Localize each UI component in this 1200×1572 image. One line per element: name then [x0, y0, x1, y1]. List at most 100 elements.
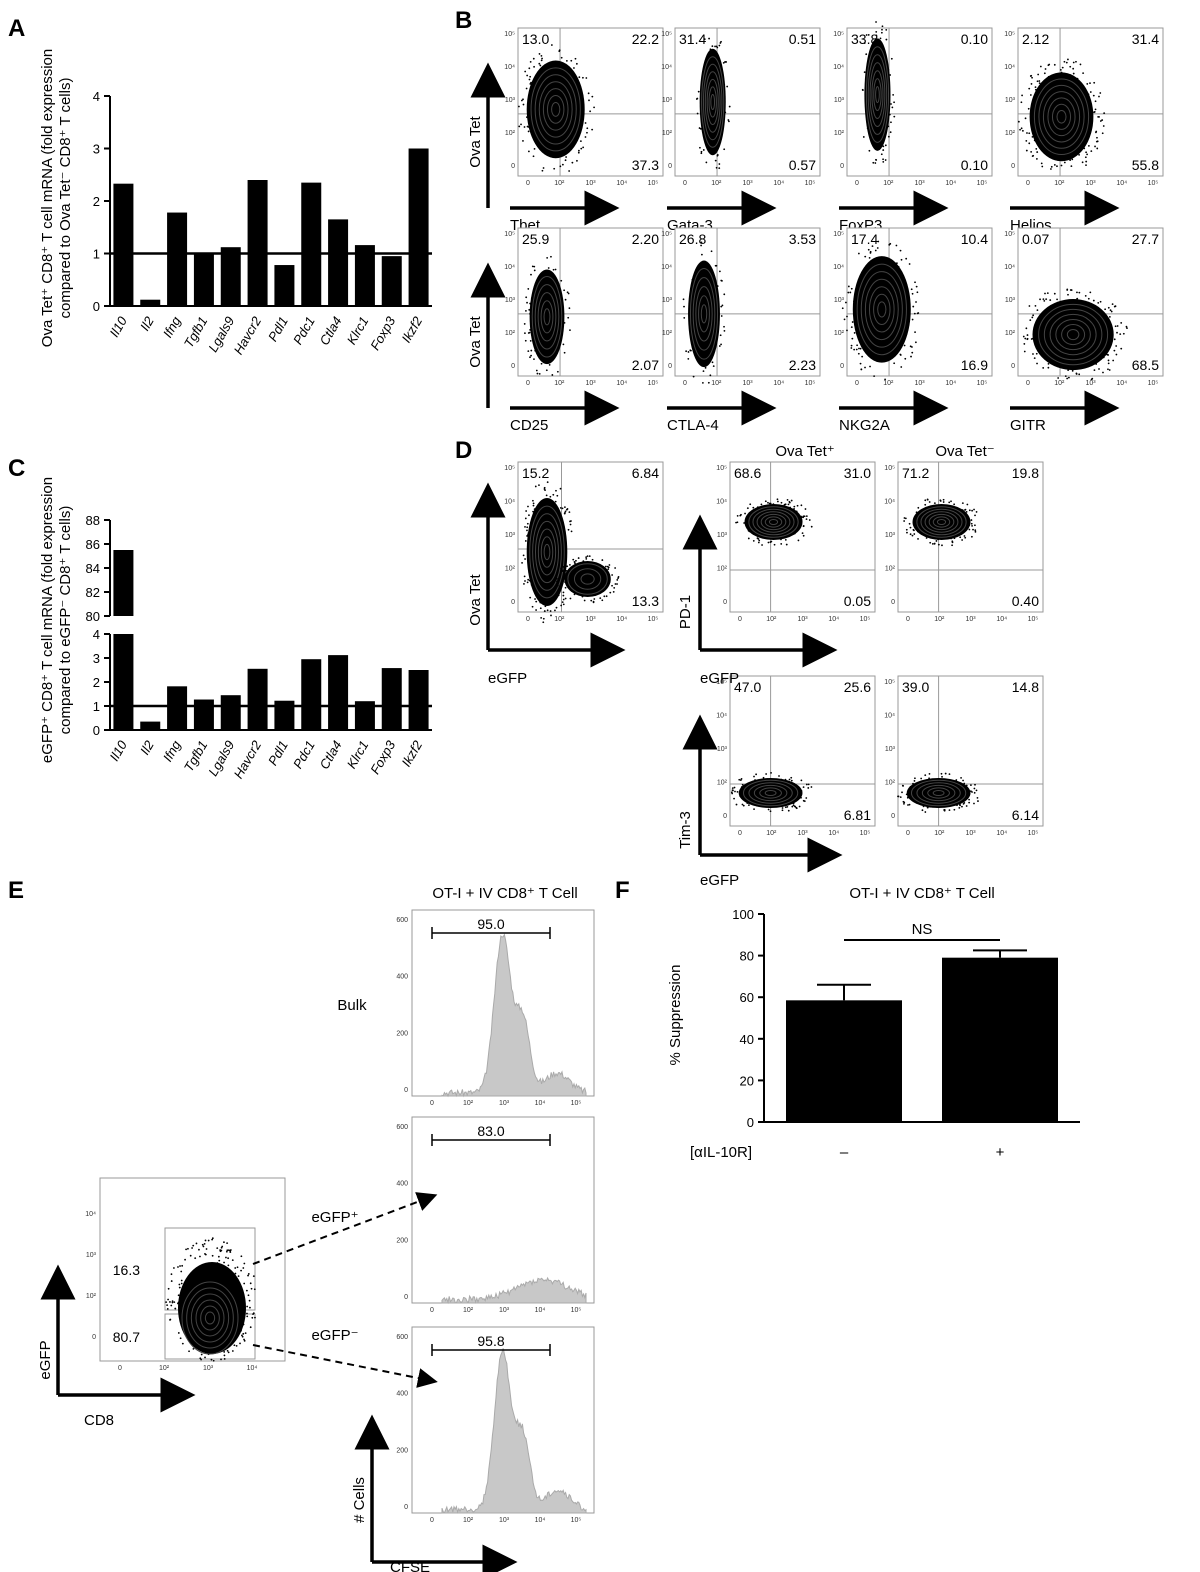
panel-b-plot-y-tick: 10²	[834, 130, 845, 137]
panel-b-plot-event	[563, 351, 566, 354]
panel-b-plot-x-tick: 10³	[585, 180, 596, 187]
panel-b-plot-x-tick: 10³	[1085, 380, 1096, 387]
panel-d-main-plot-event	[531, 605, 534, 608]
panel-b-plot-event	[580, 147, 583, 150]
panel-d-main-plot-event	[549, 610, 552, 612]
panel-b-plot-event	[687, 351, 690, 353]
panel-b-plot-event	[1095, 130, 1098, 133]
panel-d-main-plot-event	[562, 598, 565, 601]
panel-b-plot-event	[1044, 68, 1047, 70]
panel-d-pd1-plot-event	[953, 503, 956, 506]
panel-d-main-plot-contour	[537, 528, 557, 576]
panel-d-main-plot-event	[554, 609, 556, 612]
panel-b-plot-event	[683, 305, 685, 308]
panel-b-plot-event	[1025, 327, 1028, 330]
panel-e-scatter-event	[204, 1252, 206, 1255]
panel-d-pd1-plot-event	[950, 500, 952, 503]
panel-e-scatter-event	[201, 1243, 204, 1246]
panel-e-x-tick: 10³	[499, 1100, 510, 1107]
panel-d-pd1-plot-event	[974, 529, 977, 532]
panel-b-plot-event	[564, 298, 567, 301]
panel-b-plot-event	[550, 255, 552, 258]
panel-e-scatter-event	[177, 1332, 180, 1334]
panel-d-pd1-plot-event	[768, 502, 771, 505]
panel-e-scatter-event	[180, 1282, 183, 1285]
panel-e-gate-upper-value: 16.3	[113, 1262, 140, 1278]
panel-b-plot-event	[882, 158, 884, 161]
panel-b-plot-x-tick: 10⁵	[1148, 380, 1159, 387]
panel-b-plot-event	[863, 71, 866, 74]
panel-b-plot-event	[1085, 160, 1088, 163]
panel-b-plot-event	[880, 153, 883, 156]
panel-b-plot-y-tick: 10⁵	[833, 31, 844, 38]
panel-d-tim3-plot-event	[739, 779, 742, 781]
panel-d-main-plot-event	[577, 557, 580, 559]
panel-d-tim3-plot-event	[781, 809, 784, 812]
panel-b-plot-event	[1112, 359, 1115, 362]
panel-b-plot-event	[1081, 161, 1084, 164]
panel-b-plot-x-tick: 0	[1026, 180, 1030, 187]
panel-e-scatter-event	[250, 1287, 253, 1290]
panel-d-main-plot-quadrant-ur: 6.84	[632, 465, 659, 481]
panel-b-plot-quadrant-ur: 10.4	[961, 231, 988, 247]
panel-b-marker-label: NKG2A	[839, 417, 890, 434]
panel-b-plot-event	[518, 125, 521, 128]
panel-b-plot-y-tick: 0	[668, 363, 672, 370]
panel-e-scatter-event	[191, 1247, 193, 1249]
panel-b-plot-event	[683, 316, 686, 319]
panel-d-tim3-plot-x-tick: 10²	[934, 830, 945, 837]
panel-d-tim3-plot-event	[902, 784, 905, 787]
panel-d-tim3-plot-quadrant-lr: 6.81	[844, 807, 871, 823]
panel-d-tim3-plot-x-tick: 0	[738, 830, 742, 837]
panel-b-plot-event	[530, 354, 532, 357]
panel-d-tim3-plot-event	[792, 804, 795, 807]
panel-b-plot-event	[890, 57, 893, 60]
panel-b-plot-event	[1056, 298, 1058, 301]
panel-b-plot-contour	[698, 295, 710, 333]
panel-b-yaxis-label: Ova Tet	[467, 315, 484, 367]
panel-b-plot-contour	[534, 74, 577, 145]
panel-b-plot-event	[914, 341, 917, 344]
panel-d-pd1-plot-x-tick: 10³	[965, 616, 976, 623]
panel-b-plot-event	[526, 74, 529, 77]
panel-b-plot-y-tick: 10⁴	[833, 264, 844, 271]
panel-b-plot-event	[687, 357, 690, 360]
chart-a-bar	[113, 183, 134, 306]
chart-c-tick-label: 3	[93, 651, 100, 666]
panel-e-row-egfp-pos: eGFP⁺	[311, 1209, 358, 1226]
panel-d-pd1-plot-event	[939, 499, 942, 502]
chart-c-category-label: Pdc1	[290, 738, 318, 771]
panel-b-plot-event	[1043, 72, 1046, 75]
panel-d-pd1-plot-event	[959, 536, 962, 539]
panel-b-plot-contour	[877, 301, 887, 318]
chart-a-bar	[354, 245, 375, 306]
panel-d-tim3-yaxis-label: Tim-3	[677, 811, 694, 849]
panel-b-plot-event	[881, 28, 883, 31]
panel-e-scatter-event	[207, 1239, 210, 1242]
panel-b-plot-contour	[1061, 323, 1086, 346]
panel-d-tim3-plot-event	[975, 789, 978, 792]
panel-e-scatter-event	[180, 1279, 183, 1282]
panel-e-scatter-event	[204, 1356, 206, 1359]
panel-e-scatter-event	[240, 1255, 243, 1258]
panel-e-scatter-event	[243, 1339, 246, 1342]
panel-e-scatter-event	[202, 1245, 205, 1248]
panel-d-main-plot-event	[555, 489, 557, 492]
panel-e-scatter-event	[243, 1338, 245, 1341]
panel-e-scatter-event	[223, 1261, 225, 1264]
panel-d-pd1-plot-event	[926, 498, 929, 501]
chart-c-tick-label: 80	[86, 609, 100, 624]
panel-d-pd1-plot-event	[964, 508, 967, 511]
panel-b-plot-x-tick: 0	[683, 380, 687, 387]
panel-b-plot-y-tick: 10⁴	[504, 64, 515, 71]
panel-b-plot-event	[1116, 325, 1119, 327]
panel-b-plot-event	[1104, 308, 1107, 311]
panel-b-plot-event	[720, 315, 723, 317]
panel-d-tim3-plot-event	[741, 803, 744, 806]
panel-d-main-plot-event	[529, 596, 532, 599]
panel-b-plot-event	[1036, 151, 1039, 153]
panel-e-scatter-event	[236, 1266, 239, 1269]
panel-d-pd1-plot-contour	[764, 516, 783, 528]
panel-d-tim3-plot-event	[899, 796, 902, 799]
panel-b-plot-event	[1111, 303, 1114, 305]
